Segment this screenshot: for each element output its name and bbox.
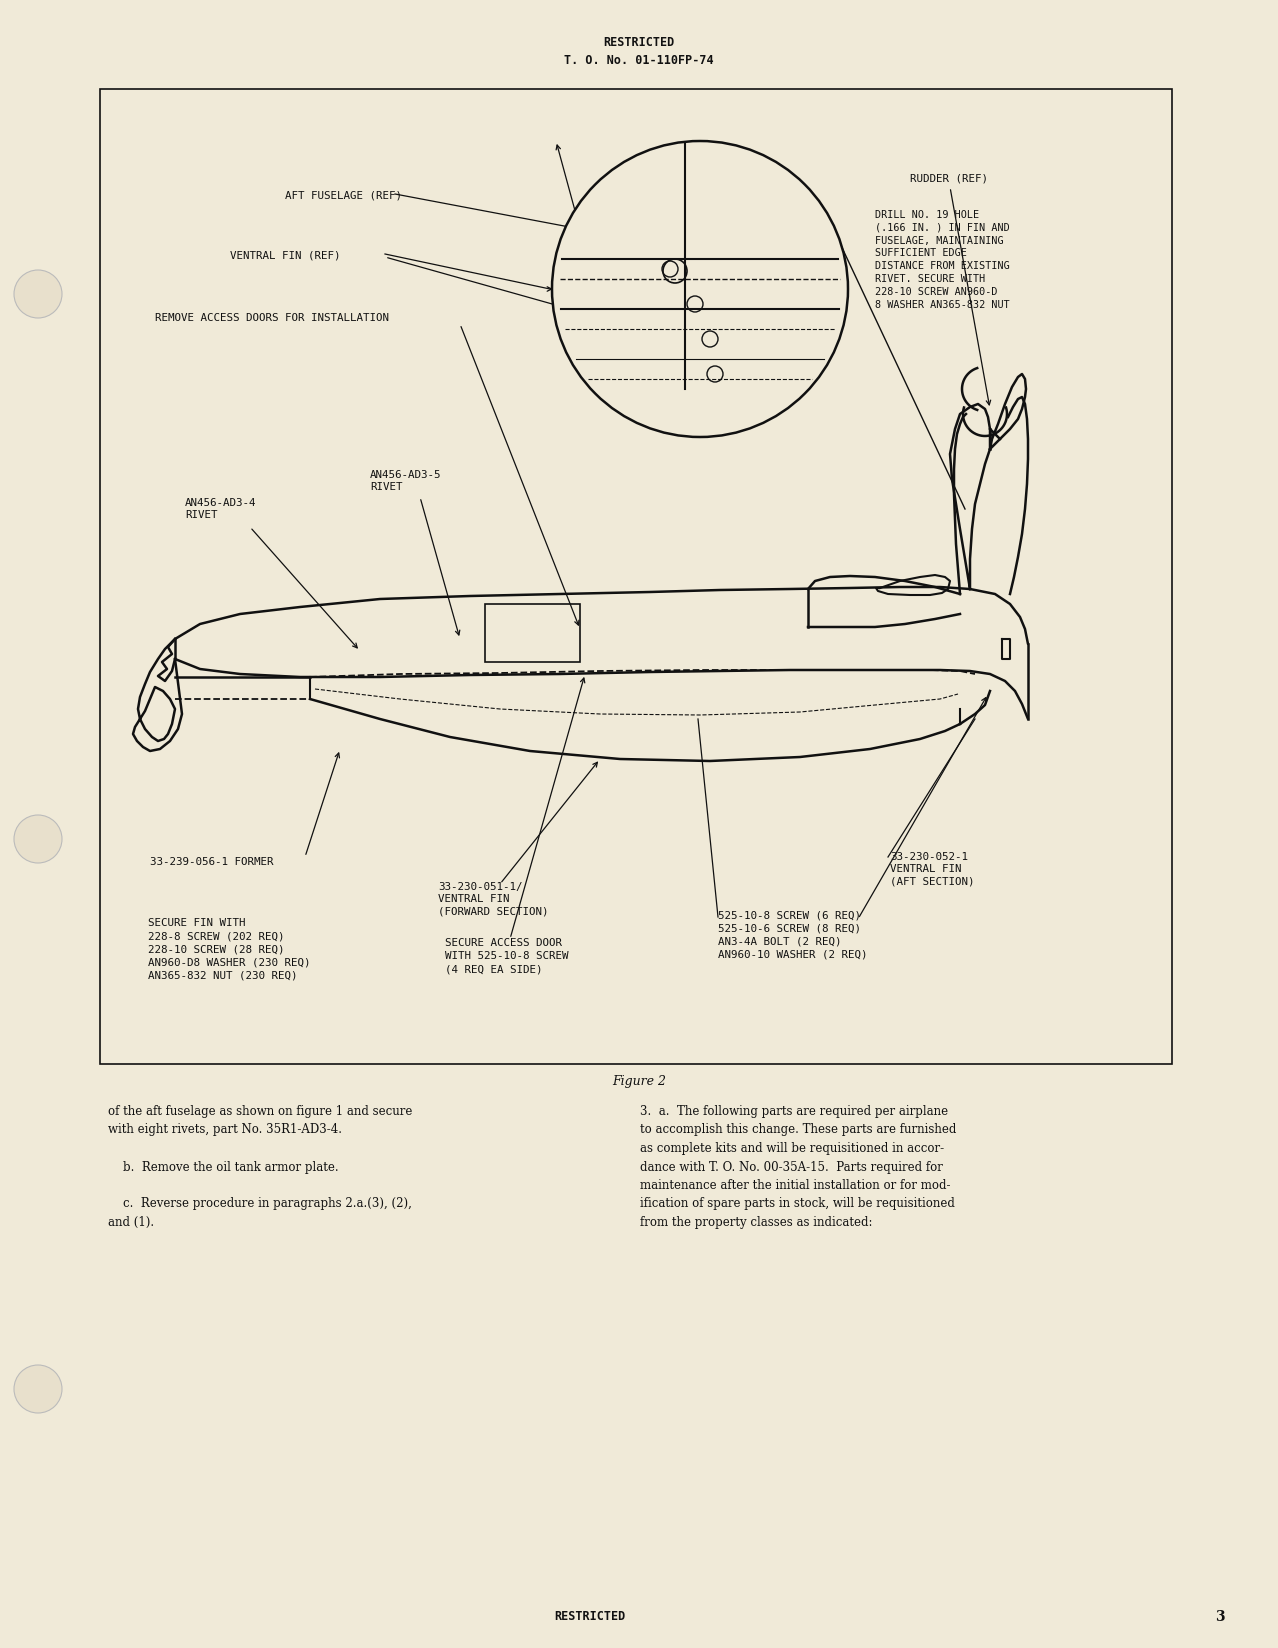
Text: Figure 2: Figure 2 — [612, 1074, 666, 1088]
Text: 525-10-8 SCREW (6 REQ)
525-10-6 SCREW (8 REQ)
AN3-4A BOLT (2 REQ)
AN960-10 WASHE: 525-10-8 SCREW (6 REQ) 525-10-6 SCREW (8… — [718, 910, 868, 959]
Text: RESTRICTED: RESTRICTED — [603, 36, 675, 48]
Text: AN456-AD3-4
RIVET: AN456-AD3-4 RIVET — [185, 498, 257, 519]
Text: SECURE FIN WITH
228-8 SCREW (202 REQ)
228-10 SCREW (28 REQ)
AN960-D8 WASHER (230: SECURE FIN WITH 228-8 SCREW (202 REQ) 22… — [148, 918, 311, 981]
Bar — [484, 605, 580, 662]
Circle shape — [14, 270, 63, 318]
Circle shape — [552, 142, 849, 438]
Text: 3: 3 — [1215, 1608, 1224, 1623]
Text: SECURE ACCESS DOOR
WITH 525-10-8 SCREW
(4 REQ EA SIDE): SECURE ACCESS DOOR WITH 525-10-8 SCREW (… — [445, 938, 569, 974]
Text: 33-239-056-1 FORMER: 33-239-056-1 FORMER — [150, 857, 273, 867]
Circle shape — [14, 1365, 63, 1412]
Text: DRILL NO. 19 HOLE
(.166 IN. ) IN FIN AND
FUSELAGE, MAINTAINING
SUFFICIENT EDGE
D: DRILL NO. 19 HOLE (.166 IN. ) IN FIN AND… — [875, 209, 1010, 310]
Circle shape — [14, 816, 63, 864]
Text: RESTRICTED: RESTRICTED — [555, 1610, 626, 1623]
Text: T. O. No. 01-110FP-74: T. O. No. 01-110FP-74 — [564, 53, 714, 66]
Text: AFT FUSELAGE (REF): AFT FUSELAGE (REF) — [285, 190, 403, 199]
Text: 33-230-051-1/
VENTRAL FIN
(FORWARD SECTION): 33-230-051-1/ VENTRAL FIN (FORWARD SECTI… — [438, 882, 548, 916]
Text: REMOVE ACCESS DOORS FOR INSTALLATION: REMOVE ACCESS DOORS FOR INSTALLATION — [155, 313, 389, 323]
Text: VENTRAL FIN (REF): VENTRAL FIN (REF) — [230, 250, 340, 260]
Text: RUDDER (REF): RUDDER (REF) — [910, 173, 988, 183]
Text: of the aft fuselage as shown on figure 1 and secure
with eight rivets, part No. : of the aft fuselage as shown on figure 1… — [109, 1104, 413, 1228]
Text: 3.  a.  The following parts are required per airplane
to accomplish this change.: 3. a. The following parts are required p… — [640, 1104, 956, 1228]
Text: AN456-AD3-5
RIVET: AN456-AD3-5 RIVET — [371, 470, 441, 491]
Text: 33-230-052-1
VENTRAL FIN
(AFT SECTION): 33-230-052-1 VENTRAL FIN (AFT SECTION) — [889, 852, 975, 887]
Bar — [100, 91, 1172, 1065]
